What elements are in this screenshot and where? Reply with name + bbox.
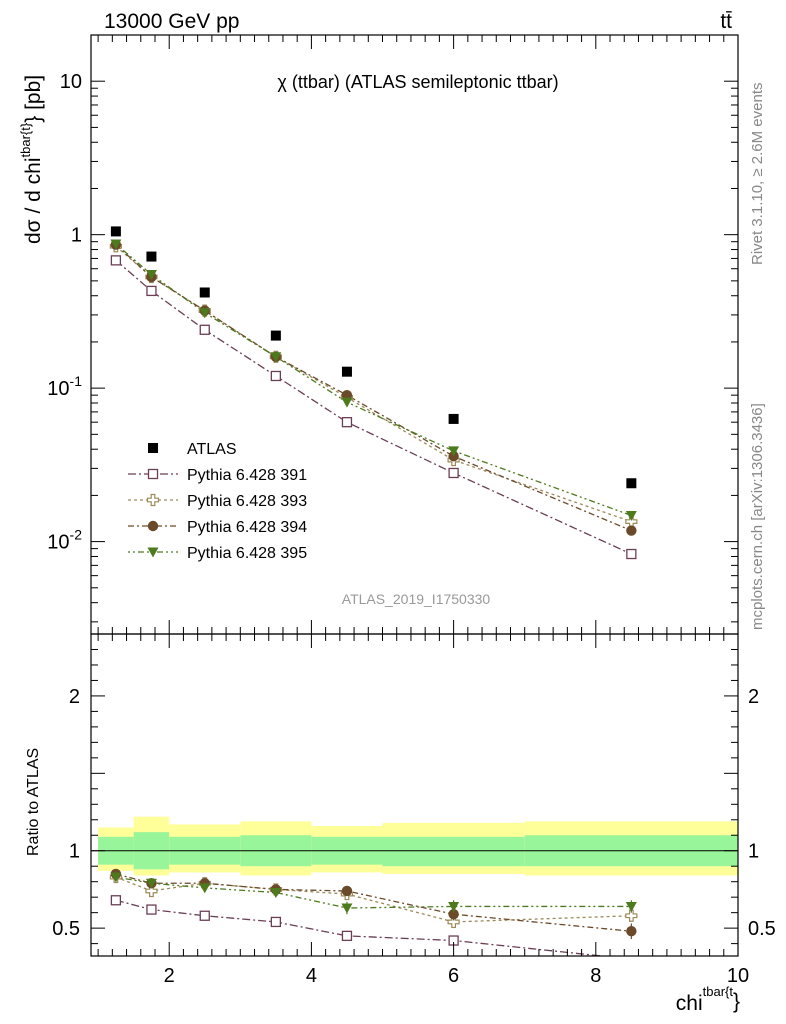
main-point-series-4 [145, 270, 157, 281]
main-point-series-3 [626, 525, 637, 536]
main-y-tick-label: 10 [60, 71, 82, 93]
data-point-atlas [146, 251, 157, 262]
ratio-y-axis-label: Ratio to ATLAS [25, 748, 42, 856]
ratio-point-series-4 [270, 888, 282, 899]
legend-label: Pythia 6.428 393 [187, 493, 307, 510]
main-point-series-1 [341, 417, 353, 428]
main-point-series-4 [110, 239, 122, 250]
main-point-series-1 [448, 467, 459, 479]
ratio-y-tick-label-right: 2 [748, 686, 759, 708]
legend: ATLAS Pythia 6.428 391 Pythia 6.428 393 Pyt… [128, 441, 307, 562]
ratio-point-series-4 [448, 901, 460, 912]
ratio-line-series-2 [115, 876, 632, 923]
axes: 2 4 6 8 10 10-2 10-1 1 10 0.5 0.5 1 1 2 2 [47, 34, 776, 987]
ratio-point-series-3 [626, 926, 637, 937]
ratio-point-series-4 [145, 878, 157, 889]
ratio-line-series-1 [115, 899, 608, 956]
rivet-label: Rivet 3.1.10, ≥ 2.6M events [749, 83, 766, 266]
analysis-watermark: ATLAS_2019_I1750330 [342, 591, 491, 607]
main-point-series-4 [199, 308, 211, 319]
x-tick-label: 2 [164, 965, 175, 987]
data-point-atlas [110, 226, 121, 237]
ratio-point-series-4 [110, 872, 122, 883]
legend-marker [148, 443, 158, 453]
ratio-point-series-4 [341, 903, 353, 914]
ratio-point-series-1 [270, 916, 282, 928]
ratio-y-tick-label-right: 1 [748, 841, 759, 863]
main-y-tick-label: 10-2 [47, 527, 82, 554]
series-points [109, 226, 638, 946]
main-point-series-4 [625, 510, 637, 521]
ratio-point-series-4 [625, 901, 637, 912]
ratio-line-series-3 [115, 873, 632, 932]
ratio-y-tick-label-left: 0.5 [52, 918, 80, 940]
ratio-uncertainty-bands [91, 816, 738, 876]
data-point-atlas [199, 287, 210, 298]
ratio-point-series-3 [341, 885, 353, 897]
main-point-series-1 [626, 548, 637, 560]
data-point-atlas [270, 330, 281, 341]
main-y-tick-label: 1 [71, 225, 82, 247]
ratio-point-series-1 [110, 895, 122, 906]
legend-marker [147, 520, 159, 532]
ratio-point-series-4 [199, 883, 211, 894]
ratio-point-series-1 [146, 904, 157, 915]
main-y-tick-label: 10-1 [47, 373, 82, 400]
ratio-point-series-2 [625, 909, 638, 922]
main-point-series-4 [341, 397, 353, 408]
data-point-atlas [448, 413, 459, 424]
main-point-series-4 [270, 352, 282, 363]
legend-label: Pythia 6.428 394 [187, 519, 307, 536]
ratio-panel-frame [90, 633, 739, 957]
legend-label: ATLAS [187, 441, 237, 458]
ratio-line-series-4 [115, 876, 632, 909]
ratio-y-tick-label-left: 2 [69, 686, 80, 708]
ratio-point-series-1 [341, 930, 353, 942]
data-point-atlas [341, 366, 352, 377]
x-tick-label: 10 [727, 965, 749, 987]
main-point-series-1 [110, 255, 122, 266]
mcplots-label: mcplots.cern.ch [arXiv:1306.3436] [749, 403, 766, 630]
x-tick-label: 4 [306, 965, 317, 987]
ratio-point-series-1 [199, 910, 210, 921]
legend-marker [147, 547, 159, 558]
legend-label: Pythia 6.428 395 [187, 545, 307, 562]
x-tick-label: 8 [590, 965, 601, 987]
ratio-band-inner [382, 836, 525, 867]
legend-marker [147, 468, 159, 480]
legend-label: Pythia 6.428 391 [187, 467, 307, 484]
main-point-series-4 [448, 446, 460, 457]
main-point-series-1 [199, 324, 210, 335]
x-axis-label: chitbar{t} [676, 984, 740, 1015]
x-tick-label: 6 [448, 965, 459, 987]
main-point-series-1 [146, 285, 157, 297]
ratio-point-series-3 [448, 909, 459, 920]
ratio-y-tick-label-right: 0.5 [748, 918, 776, 940]
main-point-series-1 [270, 370, 282, 382]
ratio-point-series-2 [447, 915, 460, 929]
ratio-point-series-2 [145, 884, 158, 898]
legend-marker [146, 493, 160, 507]
plot-title: χ (ttbar) (ATLAS semileptonic ttbar) [277, 72, 558, 92]
energy-label: 13000 GeV pp [104, 10, 239, 33]
process-label: tt̄ [720, 10, 732, 33]
main-y-axis-label: dσ / d chitbar{t}} [pb] [18, 75, 45, 244]
data-point-atlas [626, 478, 637, 489]
ratio-y-tick-label-left: 1 [69, 841, 80, 863]
